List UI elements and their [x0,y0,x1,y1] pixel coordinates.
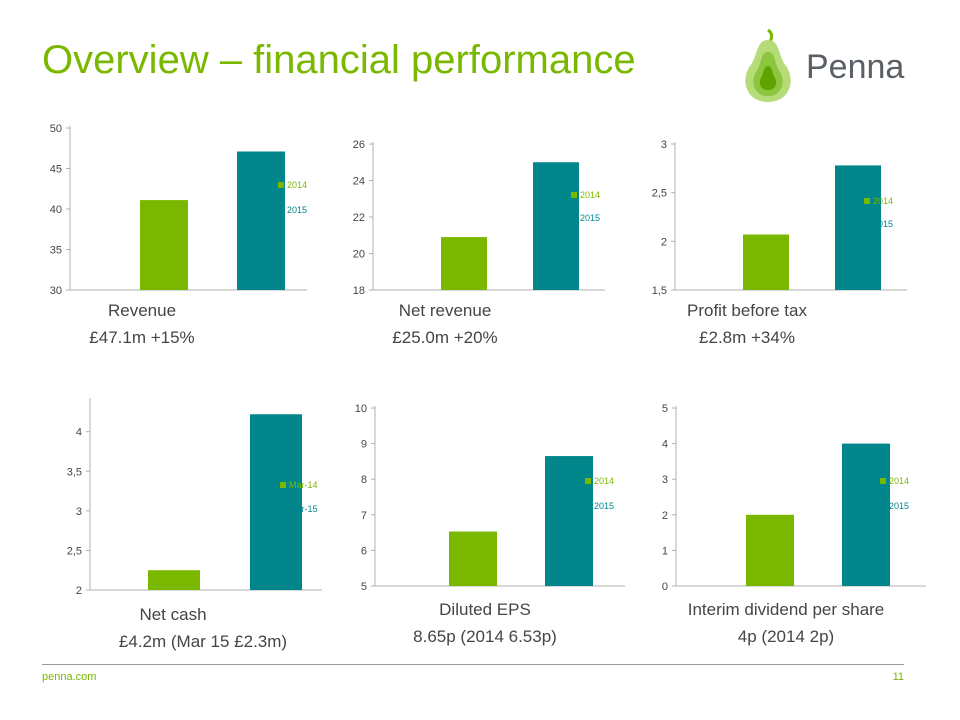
y-tick-label: 40 [50,204,62,216]
page-title: Overview – financial performance [42,38,636,82]
chart-caption-title: Profit before tax [686,301,807,320]
y-tick-label: 2 [76,585,82,597]
y-tick-label: 35 [50,245,62,257]
legend-swatch [880,478,886,484]
y-tick-label: 3,5 [67,466,82,478]
legend-label: 2015 [889,501,909,511]
pear-logo-icon [745,28,791,102]
chart-revenue: 30 35 40 45 50 2014 2015 Revenue £47.1m +15% [12,118,312,388]
chart-net-revenue: 18 20 22 24 26 2014 2015 Net revenue £25.0m +2… [315,130,615,400]
y-tick-label: 24 [353,176,365,188]
logo-text: Penna [806,48,905,86]
chart-profit-before-tax: 1,5 2 2,5 3 2014 2015 Profit before tax £2.8m… [617,130,917,400]
bar-2014 [140,200,188,290]
bar-Mar-15 [250,414,302,590]
legend-label: 2014 [580,190,600,200]
bar-2015 [835,165,881,290]
footer-divider [42,664,904,665]
y-tick-label: 7 [361,510,367,522]
chart-caption-value: £2.8m +34% [699,328,795,347]
y-tick-label: 3 [661,139,667,151]
chart-caption-value: £25.0m +20% [392,328,498,347]
bar-2014 [743,234,789,290]
legend-swatch [864,198,870,204]
chart-svg: 30 35 40 45 50 2014 2015 [50,123,307,297]
bar-2015 [533,162,579,290]
y-tick-label: 9 [361,439,367,451]
bar-2014 [746,514,794,586]
chart-svg: 5 6 7 8 9 10 2014 2015 [355,403,625,593]
y-tick-label: 2 [661,236,667,248]
chart-svg: 18 20 22 24 26 2014 2015 [353,139,605,297]
y-tick-label: 30 [50,285,62,297]
footer-url: penna.com [42,671,97,683]
chart-caption-value: £4.2m (Mar 15 £2.3m) [118,632,288,651]
chart-caption-title: Net cash [139,605,207,624]
bar-2015 [237,151,285,290]
legend-label: 2014 [287,180,307,190]
y-tick-label: 0 [662,581,668,593]
legend-swatch [585,503,591,509]
bar-2014 [449,531,497,586]
legend-label: 2015 [594,501,614,511]
chart-svg: 1,5 2 2,5 3 2014 2015 [652,139,907,297]
legend-label: Mar-15 [289,504,318,514]
y-tick-label: 3 [662,474,668,486]
y-tick-label: 10 [355,403,367,415]
legend-label: 2015 [580,213,600,223]
legend-swatch [864,221,870,227]
legend-swatch [585,478,591,484]
bar-2014 [441,237,487,290]
y-tick-label: 4 [76,427,82,439]
chart-svg: 0 1 2 3 4 5 2014 2015 [662,403,926,593]
legend-label: 2015 [287,205,307,215]
y-tick-label: 22 [353,212,365,224]
legend-swatch [278,207,284,213]
legend-label: 2015 [873,219,893,229]
y-tick-label: 6 [361,545,367,557]
legend-swatch [571,192,577,198]
y-tick-label: 50 [50,123,62,135]
chart-caption-title: Revenue [107,301,177,320]
page-number: 11 [892,671,904,683]
legend-label: 2014 [594,476,614,486]
y-tick-label: 20 [353,249,365,261]
y-tick-label: 1 [662,545,668,557]
chart-diluted-eps: 5 6 7 8 9 10 2014 2015 Diluted EPS 8.65p (2014 … [335,396,635,666]
y-tick-label: 2,5 [652,188,667,200]
y-tick-label: 5 [662,403,668,415]
bar-Mar-14 [148,570,200,590]
legend-swatch [280,482,286,488]
chart-interim-dividend: 0 1 2 3 4 5 2014 2015 Interim dividend per shar… [636,396,936,666]
chart-caption-title: Interim dividend per share [687,600,885,619]
chart-svg: 2 2,5 3 3,5 4 Mar-14 Mar-15 [67,398,322,597]
y-tick-label: 5 [361,581,367,593]
y-tick-label: 8 [361,474,367,486]
bar-2015 [545,456,593,586]
chart-caption-title: Net revenue [398,301,492,320]
y-tick-label: 2,5 [67,545,82,557]
y-tick-label: 26 [353,139,365,151]
legend-swatch [280,506,286,512]
legend-label: 2014 [889,476,909,486]
chart-caption-value: 8.65p (2014 6.53p) [413,627,557,646]
y-tick-label: 4 [662,439,668,451]
bar-2015 [842,443,890,586]
legend-label: 2014 [873,196,893,206]
legend-swatch [571,215,577,221]
y-tick-label: 45 [50,164,62,176]
y-tick-label: 1,5 [652,285,667,297]
chart-caption-value: £47.1m +15% [89,328,195,347]
chart-caption-value: 4p (2014 2p) [737,627,835,646]
y-tick-label: 3 [76,506,82,518]
legend-swatch [880,503,886,509]
chart-caption-title: Diluted EPS [439,600,531,619]
legend-label: Mar-14 [289,480,318,490]
y-tick-label: 2 [662,510,668,522]
chart-net-cash: 2 2,5 3 3,5 4 Mar-14 Mar-15 Net cash £4.2m (Ma… [12,390,322,660]
legend-swatch [278,182,284,188]
y-tick-label: 18 [353,285,365,297]
